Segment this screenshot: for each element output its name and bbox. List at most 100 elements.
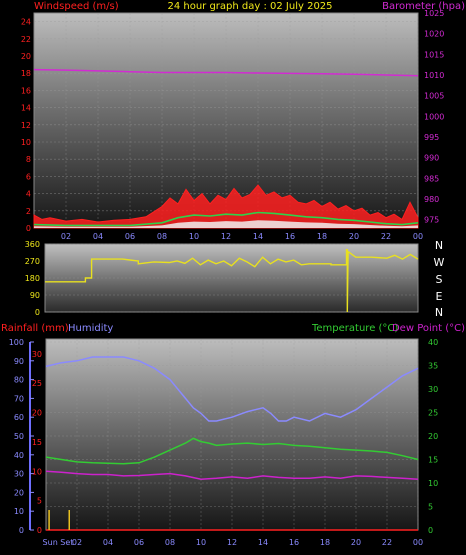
- wind-left-tick-label: 16: [21, 86, 31, 95]
- wind-x-tick-label: 16: [285, 232, 295, 241]
- dewpoint-axis-label: Dew Point (°C): [392, 323, 465, 334]
- barometer-tick-label: 1005: [424, 92, 444, 101]
- hum-tick-label: 20: [32, 409, 42, 418]
- wind-left-tick-label: 14: [21, 104, 31, 113]
- hum-tick-label: 15: [32, 438, 42, 447]
- th-x-tick-label: 12: [227, 538, 237, 547]
- rain-tick-label: 0: [19, 526, 24, 535]
- wind-x-ticks: 02 04 06 08 10 12 14 16 18 20 22 00: [61, 232, 423, 241]
- direction-tick-label: 90: [30, 291, 40, 300]
- wind-left-tick-label: 2: [26, 207, 31, 216]
- rain-tick-label: 10: [14, 507, 24, 516]
- th-x-tick-label: 02: [72, 538, 82, 547]
- th-x-tick-label: 20: [351, 538, 361, 547]
- compass-w: W: [434, 256, 445, 269]
- th-x-tick-label: 10: [196, 538, 206, 547]
- barometer-tick-label: 1000: [424, 112, 444, 121]
- wind-x-tick-label: 04: [93, 232, 103, 241]
- wind-x-tick-label: 22: [381, 232, 391, 241]
- wind-panel: [33, 12, 419, 229]
- rainfall-axis-label: Rainfall (mm): [1, 323, 69, 334]
- barometer-ticks: 975 980 985 990 995 1000 1005 1010 1015 1020 1025: [424, 9, 444, 225]
- dewpoint-series: [45, 470, 419, 480]
- wind-x-tick-label: 18: [317, 232, 327, 241]
- humidity-axis-label: Humidity: [68, 323, 113, 334]
- compass-s: S: [436, 273, 443, 286]
- barometer-tick-label: 980: [424, 195, 439, 204]
- temperature-series: [45, 437, 419, 465]
- wind-x-tick-label: 12: [221, 232, 231, 241]
- th-x-tick-label: 16: [289, 538, 299, 547]
- wind-x-tick-label: 20: [349, 232, 359, 241]
- temp-tick-label: 10: [428, 479, 438, 488]
- hum-tick-label: 30: [32, 350, 42, 359]
- barometer-series: [33, 68, 419, 77]
- temp-tick-label: 40: [428, 338, 438, 347]
- temperature-axis-label: Temperature (°C): [311, 323, 398, 334]
- barometer-tick-label: 990: [424, 154, 439, 163]
- wind-x-tick-label: 00: [413, 232, 423, 241]
- temp-tick-label: 15: [428, 456, 438, 465]
- barometer-tick-label: 975: [424, 216, 439, 225]
- barometer-axis-label: Barometer (hpa): [382, 1, 465, 12]
- direction-series: [45, 249, 419, 313]
- rain-tick-label: 60: [14, 413, 24, 422]
- hum-tick-label: 10: [32, 467, 42, 476]
- barometer-tick-label: 995: [424, 133, 439, 142]
- wind-left-tick-label: 8: [26, 155, 31, 164]
- th-x-tick-label: 04: [103, 538, 113, 547]
- direction-series: [45, 249, 419, 313]
- wind-left-tick-label: 0: [26, 224, 31, 233]
- wind-left-tick-label: 6: [26, 172, 31, 181]
- direction-tick-label: 0: [35, 308, 40, 317]
- rain-tick-label: 70: [14, 394, 24, 403]
- barometer-tick-label: 985: [424, 174, 439, 183]
- barometer-tick-label: 1010: [424, 71, 444, 80]
- compass-n-bottom: N: [435, 306, 443, 319]
- temp-tick-label: 5: [428, 503, 433, 512]
- direction-ticks: 0 90 180 270 360: [25, 240, 40, 317]
- th-x-tick-label: 08: [165, 538, 175, 547]
- rain-tick-label: 80: [14, 376, 24, 385]
- rain-tick-label: 50: [14, 432, 24, 441]
- hum-tick-label: 0: [37, 526, 42, 535]
- barometer-tick-label: 1020: [424, 30, 444, 39]
- direction-tick-label: 180: [25, 274, 40, 283]
- wind-low-series: [34, 220, 418, 228]
- wind-left-tick-label: 24: [21, 18, 31, 27]
- wind-x-tick-label: 10: [189, 232, 199, 241]
- graph-title: 24 hour graph day : 02 July 2025: [167, 1, 332, 12]
- temp-tick-label: 30: [428, 385, 438, 394]
- temp-tick-label: 25: [428, 409, 438, 418]
- wind-series: [33, 68, 419, 229]
- wind-x-tick-label: 14: [253, 232, 263, 241]
- average-wind-series: [33, 211, 419, 227]
- wind-left-tick-label: 4: [26, 190, 31, 199]
- compass-labels: N W S E N: [434, 239, 445, 319]
- wind-left-tick-label: 20: [21, 52, 31, 61]
- direction-panel: [44, 243, 419, 313]
- wind-x-tick-label: 08: [157, 232, 167, 241]
- humidity-series: [45, 356, 419, 422]
- wind-left-tick-label: 12: [21, 121, 31, 130]
- wind-left-tick-label: 22: [21, 35, 31, 44]
- rain-tick-label: 20: [14, 488, 24, 497]
- rain-tick-label: 100: [9, 338, 24, 347]
- temp-hum-series: [45, 356, 419, 531]
- hum-tick-label: 5: [37, 497, 42, 506]
- direction-tick-label: 270: [25, 257, 40, 266]
- temp-tick-label: 35: [428, 362, 438, 371]
- direction-tick-label: 360: [25, 240, 40, 249]
- wind-x-tick-label: 02: [61, 232, 71, 241]
- windspeed-axis-label: Windspeed (m/s): [34, 1, 119, 12]
- wind-left-tick-label: 10: [21, 138, 31, 147]
- compass-n-top: N: [435, 239, 443, 252]
- th-x-tick-label: 18: [320, 538, 330, 547]
- temp-tick-label: 0: [428, 526, 433, 535]
- th-x-tick-label: 14: [258, 538, 268, 547]
- rain-tick-label: 40: [14, 451, 24, 460]
- hum-tick-label: 25: [32, 379, 42, 388]
- rain-tick-label: 90: [14, 357, 24, 366]
